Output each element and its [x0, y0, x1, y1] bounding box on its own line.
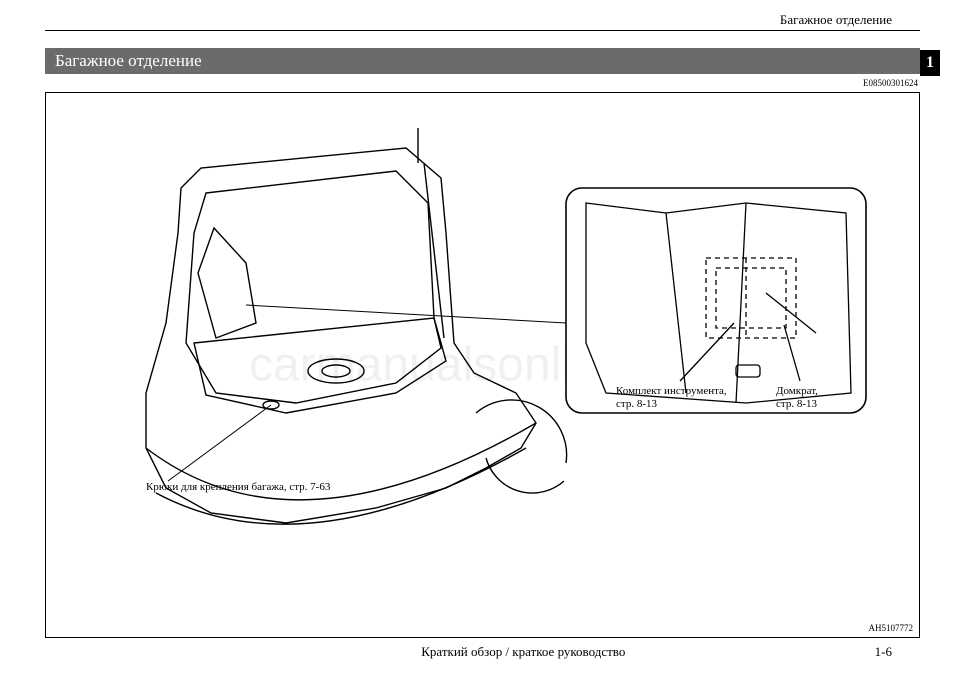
figure-code: AH5107772 — [869, 623, 914, 633]
page-frame: Багажное отделение 1 Багажное отделение … — [45, 20, 920, 660]
footer-chapter: Краткий обзор / краткое руководство — [421, 644, 625, 660]
callout-toolkit-line1: Комплект инструмента, — [616, 385, 727, 397]
callout-cargo-hooks: Крюки для крепления багажа, стр. 7-63 — [146, 481, 330, 494]
section-title: Багажное отделение — [55, 51, 202, 70]
section-tab: 1 — [920, 50, 940, 76]
callout-jack: Домкрат, стр. 8-13 — [776, 385, 818, 411]
top-rule — [45, 30, 920, 31]
figure-box: carmanualsonline.info — [45, 92, 920, 638]
running-header: Багажное отделение — [780, 12, 892, 28]
callout-toolkit-line2: стр. 8-13 — [616, 398, 657, 410]
callout-jack-line2: стр. 8-13 — [776, 398, 817, 410]
document-code: E08500301624 — [863, 78, 918, 88]
section-title-bar: Багажное отделение — [45, 48, 920, 74]
callout-jack-line1: Домкрат, — [776, 385, 818, 397]
cargo-illustration — [46, 93, 921, 639]
callout-toolkit: Комплект инструмента, стр. 8-13 — [616, 385, 727, 411]
footer-page-number: 1-6 — [875, 644, 892, 660]
